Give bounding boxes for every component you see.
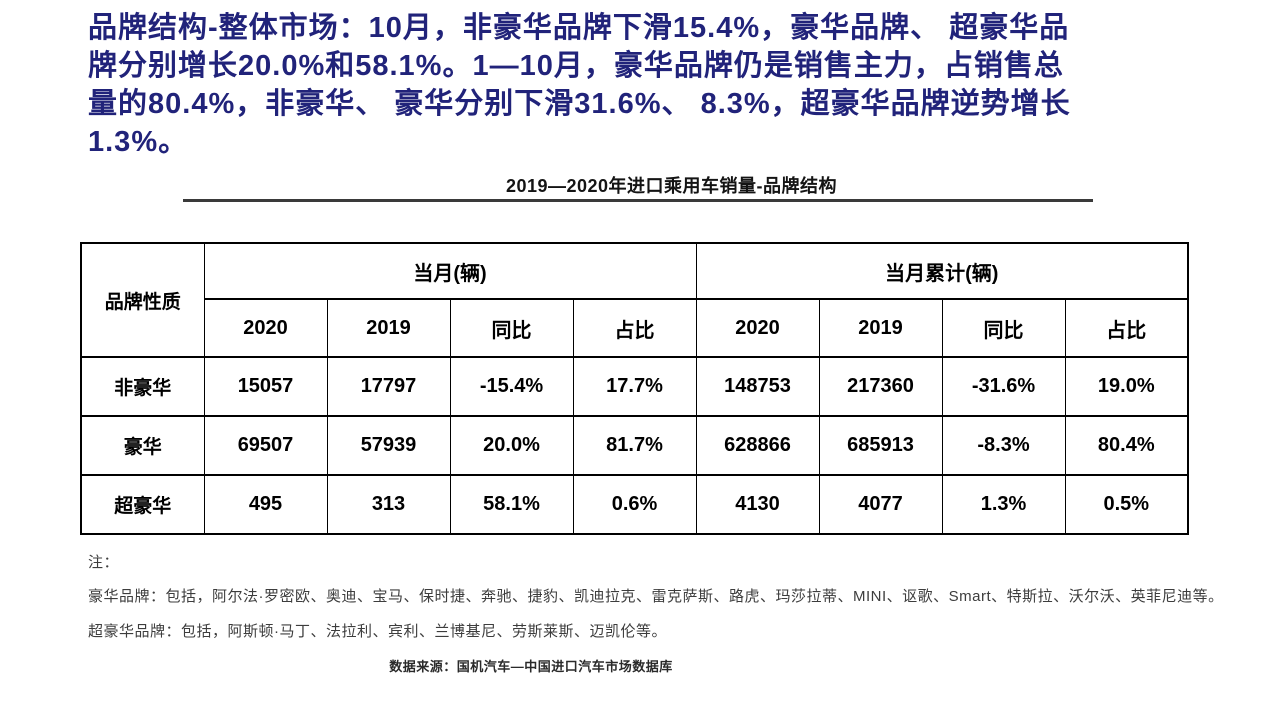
headline-line-3: 量的80.4%，非豪华、 豪华分别下滑31.6%、 8.3%，超豪华品牌逆势增长 <box>88 88 1071 120</box>
cell-value: 15057 <box>203 356 328 417</box>
cell-value: -15.4% <box>449 356 574 417</box>
subheader-cum-2019: 2019 <box>818 298 943 358</box>
note-heading: 注： <box>88 554 120 571</box>
headline-line-4: 1.3%。 <box>88 126 189 158</box>
cell-value: -8.3% <box>941 415 1066 476</box>
table-row-super-luxury: 超豪华 495 313 58.1% 0.6% 4130 4077 1.3% 0.… <box>80 474 1189 535</box>
corner-header-brand-type: 品牌性质 <box>80 242 205 358</box>
row-label-super-luxury: 超豪华 <box>80 474 205 535</box>
table-row-luxury: 豪华 69507 57939 20.0% 81.7% 628866 685913… <box>80 415 1189 476</box>
sales-table: 品牌性质 当月(辆) 当月累计(辆) 2020 2019 同比 占比 2020 … <box>80 242 1190 535</box>
cell-value: 58.1% <box>449 474 574 535</box>
cell-value: 313 <box>326 474 451 535</box>
cell-value: 69507 <box>203 415 328 476</box>
subheader-cum-share: 占比 <box>1064 298 1189 358</box>
table-subheader-row: 2020 2019 同比 占比 2020 2019 同比 占比 <box>81 298 1189 358</box>
headline-line-2: 牌分别增长20.0%和58.1%。1—10月，豪华品牌仍是销售主力，占销售总 <box>88 50 1064 82</box>
subheader-month-yoy: 同比 <box>449 298 574 358</box>
note-super-luxury-brands: 超豪华品牌：包括，阿斯顿·马丁、法拉利、宾利、兰博基尼、劳斯莱斯、迈凯伦等。 <box>88 623 667 640</box>
cell-value: 685913 <box>818 415 943 476</box>
cell-value: 20.0% <box>449 415 574 476</box>
cell-value: 495 <box>203 474 328 535</box>
cell-value: 17.7% <box>572 356 697 417</box>
cell-value: 217360 <box>818 356 943 417</box>
subheader-month-2020: 2020 <box>203 298 328 358</box>
cell-value: 1.3% <box>941 474 1066 535</box>
cell-value: -31.6% <box>941 356 1066 417</box>
cell-value: 80.4% <box>1064 415 1189 476</box>
cell-value: 628866 <box>695 415 820 476</box>
cell-value: 57939 <box>326 415 451 476</box>
subheader-month-share: 占比 <box>572 298 697 358</box>
title-underline-rule <box>183 199 1093 202</box>
group-header-cumulative: 当月累计(辆) <box>695 242 1189 300</box>
table-row-non-luxury: 非豪华 15057 17797 -15.4% 17.7% 148753 2173… <box>80 356 1189 417</box>
subheader-month-2019: 2019 <box>326 298 451 358</box>
data-source: 数据来源：国机汽车—中国进口汽车市场数据库 <box>389 659 673 674</box>
row-label-non-luxury: 非豪华 <box>80 356 205 417</box>
table-header-group-row: 品牌性质 当月(辆) 当月累计(辆) <box>80 242 1189 358</box>
note-luxury-brands: 豪华品牌：包括，阿尔法·罗密欧、奥迪、宝马、保时捷、奔驰、捷豹、凯迪拉克、雷克萨… <box>88 588 1224 605</box>
cell-value: 148753 <box>695 356 820 417</box>
cell-value: 0.5% <box>1064 474 1189 535</box>
cell-value: 4077 <box>818 474 943 535</box>
cell-value: 19.0% <box>1064 356 1189 417</box>
group-header-current-month: 当月(辆) <box>203 242 697 300</box>
cell-value: 0.6% <box>572 474 697 535</box>
chart-title: 2019—2020年进口乘用车销量-品牌结构 <box>505 176 838 196</box>
subheader-cum-2020: 2020 <box>695 298 820 358</box>
cell-value: 17797 <box>326 356 451 417</box>
headline: 品牌结构-整体市场：10月，非豪华品牌下滑15.4%，豪华品牌、 超豪华品 牌分… <box>88 9 1071 161</box>
subheader-cum-yoy: 同比 <box>941 298 1066 358</box>
cell-value: 81.7% <box>572 415 697 476</box>
row-label-luxury: 豪华 <box>80 415 205 476</box>
headline-line-1: 品牌结构-整体市场：10月，非豪华品牌下滑15.4%，豪华品牌、 超豪华品 <box>88 12 1070 44</box>
cell-value: 4130 <box>695 474 820 535</box>
